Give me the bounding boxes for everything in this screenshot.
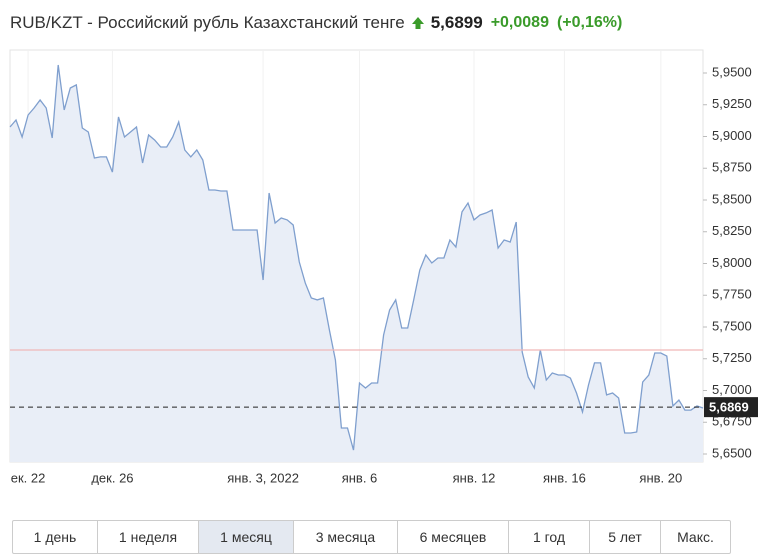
y-tick-label: 5,8500	[712, 191, 752, 206]
y-tick-label: 5,6750	[712, 414, 752, 429]
last-value-label: 5,6869	[709, 400, 749, 415]
y-tick-label: 5,8250	[712, 223, 752, 238]
y-tick-label: 5,9000	[712, 128, 752, 143]
y-tick-label: 5,8000	[712, 255, 752, 270]
x-tick-label: дек. 26	[91, 470, 133, 485]
x-tick-label: янв. 16	[543, 470, 586, 485]
y-tick-label: 5,7000	[712, 382, 752, 397]
y-tick-label: 5,9500	[712, 64, 752, 79]
price-line	[9, 64, 704, 451]
x-tick-label: янв. 12	[453, 470, 496, 485]
range-button[interactable]: 1 год	[508, 521, 589, 553]
range-button[interactable]: 5 лет	[589, 521, 660, 553]
y-tick-label: 5,6500	[712, 445, 752, 460]
up-arrow	[411, 17, 424, 29]
y-tick-label: 5,7500	[712, 318, 752, 333]
range-button[interactable]: 3 месяца	[293, 521, 397, 553]
change-pct: (+0,16%)	[556, 14, 623, 31]
chart: ек. 22 дек. 26 янв. 3, 2022 янв. 6 янв. 12 ян…	[9, 49, 758, 485]
range-button[interactable]: Макс.	[660, 521, 730, 553]
change: +0,0089	[490, 14, 549, 31]
x-tick-label: янв. 6	[342, 470, 378, 485]
range-button[interactable]: 6 месяцев	[397, 521, 508, 553]
title: RUB/KZT - Российский рубль Казахстанский…	[10, 13, 405, 32]
price: 5,6899	[430, 13, 483, 32]
range-button[interactable]: 1 неделя	[97, 521, 198, 553]
y-tick-label: 5,9250	[712, 96, 752, 111]
header: RUB/KZT - Российский рубль Казахстанский…	[10, 10, 622, 36]
x-tick-label: янв. 3, 2022	[227, 470, 299, 485]
x-tick-label: янв. 20	[639, 470, 682, 485]
last-value-badge	[704, 397, 758, 418]
range-button[interactable]: 1 месяц	[198, 521, 293, 553]
y-tick-label: 5,7750	[712, 287, 752, 302]
range-button[interactable]: 1 день	[33, 529, 77, 545]
range-buttons: 1 день 1 неделя 1 месяц 3 месяца 6 месяцев 1 …	[12, 520, 731, 554]
x-tick-label: ек. 22	[11, 470, 46, 485]
y-tick-label: 5,8750	[712, 160, 752, 175]
area	[10, 65, 703, 462]
y-tick-label: 5,7250	[712, 350, 752, 365]
